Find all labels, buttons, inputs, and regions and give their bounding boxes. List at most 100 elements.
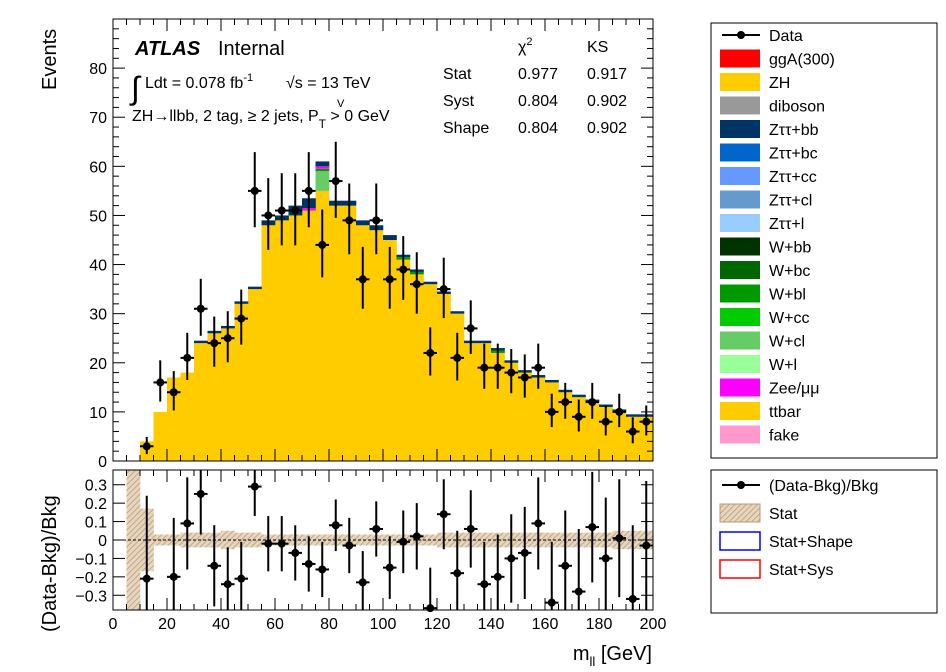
region-text: ZH→llbb, 2 tag, ≥ 2 jets, PT > 0 GeV <box>132 108 390 131</box>
data-point <box>331 177 340 186</box>
stack-bar-ttbar <box>518 372 532 461</box>
stack-bar-z-bb <box>477 340 492 344</box>
stack-bar-ttbar <box>612 411 627 461</box>
ratio-x-tick-label: 80 <box>320 616 338 633</box>
legend-label-ttbar: ttbar <box>769 404 802 421</box>
stack-bar-ttbar <box>221 328 235 461</box>
stack-bar-ttbar <box>585 402 600 461</box>
legend-swatch-z-bc <box>720 143 760 162</box>
ratio-point <box>426 604 435 613</box>
stack-bar-ttbar <box>207 333 222 461</box>
stack-bar-ttbar <box>342 205 357 461</box>
ratio-point <box>466 524 475 533</box>
legend-marker-data <box>737 31 745 39</box>
legend-swatch-w-bl <box>720 284 760 303</box>
ratio-y-tick-label: −0.3 <box>75 588 107 605</box>
data-point <box>358 275 367 284</box>
ratio-point <box>223 580 232 589</box>
shape-row-ks: 0.902 <box>587 120 627 137</box>
ratio-point <box>588 523 597 532</box>
ratio-x-tick-label: 120 <box>424 616 451 633</box>
ratio-point <box>237 574 246 583</box>
ratio-x-tick-label: 60 <box>266 616 284 633</box>
ratio-point <box>534 519 543 528</box>
main-x-axis <box>112 19 654 461</box>
ratio-stat-band-bin <box>234 532 249 548</box>
atlas-status: Internal <box>218 38 285 60</box>
stack-bar-ttbar <box>396 259 411 461</box>
ratio-point <box>358 578 367 587</box>
legend-swatch-fake <box>720 425 760 444</box>
stack-bar-ttbar <box>248 289 262 461</box>
atlas-label: ATLAS <box>134 38 201 60</box>
ratio-x-tick-label: 180 <box>586 616 613 633</box>
ratio-point <box>372 524 381 533</box>
ratio-point <box>520 548 529 557</box>
main-y-tick-label: 30 <box>89 307 107 324</box>
ratio-y-tick-label: 0 <box>98 533 107 550</box>
legend-label-w-cl: W+cl <box>769 334 805 351</box>
integral-sign: ∫ <box>129 70 142 106</box>
ratio-point <box>331 521 340 530</box>
stack-bar-ttbar <box>464 343 478 461</box>
legend-label-z-bc: Zττ+bc <box>769 146 818 163</box>
ratio-point <box>574 587 583 596</box>
ratio-y-axis: −0.3−0.2 −0.100.1 0.20.3 <box>75 478 653 605</box>
ratio-points <box>140 470 653 613</box>
data-point <box>628 427 637 436</box>
legend-label-w-cc: W+cc <box>769 310 809 327</box>
stat-row-name: Stat <box>443 66 472 83</box>
data-point <box>453 353 462 362</box>
ks-header: KS <box>587 39 608 56</box>
ratio-point <box>345 541 354 550</box>
stack-bar-ttbar <box>477 343 492 461</box>
ratio-point <box>291 548 300 557</box>
stack-bar-ttbar <box>437 294 451 461</box>
stack-bar-zee- <box>315 166 330 169</box>
legend-label-stat: Stat <box>769 506 798 523</box>
data-point <box>399 265 408 274</box>
ratio-legend: (Data-Bkg)/Bkg Stat Stat+Shape Stat+Sys <box>710 469 938 614</box>
data-point <box>291 206 300 215</box>
ratio-point <box>412 532 421 541</box>
ratio-x-tick-label: 160 <box>532 616 559 633</box>
legend-label-stat-sys: Stat+Sys <box>769 562 833 579</box>
stack-bar-ttbar <box>261 225 276 461</box>
data-point <box>520 373 529 382</box>
data-point <box>237 314 246 323</box>
stack-bar-z-bb <box>248 286 262 290</box>
legend-swatch-ttbar <box>720 402 760 420</box>
data-point <box>493 363 502 372</box>
shape-row-chi2: 0.804 <box>518 120 558 137</box>
legend-swatch-stat-sys <box>719 559 761 579</box>
ratio-point <box>615 534 624 543</box>
legend-swatch-w-cl <box>720 331 760 350</box>
data-point <box>223 334 232 343</box>
ratio-y-tick-label: 0.3 <box>85 478 107 495</box>
data-point <box>601 417 610 426</box>
syst-row-ks: 0.902 <box>587 93 627 110</box>
stack-bar-ttbar <box>194 343 208 461</box>
lumi-text: Ldt = 0.078 fb-1 <box>145 72 253 92</box>
region-sup: V <box>337 98 345 110</box>
data-point <box>588 398 597 407</box>
ratio-point <box>264 539 273 548</box>
stack-bar-ttbar <box>639 416 654 461</box>
data-point <box>561 398 570 407</box>
legend-swatch-z-bb <box>720 120 760 138</box>
ratio-x-tick-label: 100 <box>370 616 397 633</box>
legend-label-z-l: Zττ+l <box>769 216 804 233</box>
legend-swatch-w-l <box>720 355 760 373</box>
main-y-axis-title: Events <box>39 29 61 90</box>
ratio-stat-band-bin <box>545 532 559 548</box>
ratio-point <box>196 489 205 498</box>
legend-label-w-l: W+l <box>769 357 797 374</box>
legend-swatch-w-bc <box>720 261 760 279</box>
stack-bar-ttbar <box>558 392 573 461</box>
legend-swatch-stat-shape <box>719 531 761 551</box>
stack-bar-w-bl <box>315 168 330 172</box>
stack-bar-ttbar <box>315 190 330 461</box>
data-point <box>412 280 421 289</box>
